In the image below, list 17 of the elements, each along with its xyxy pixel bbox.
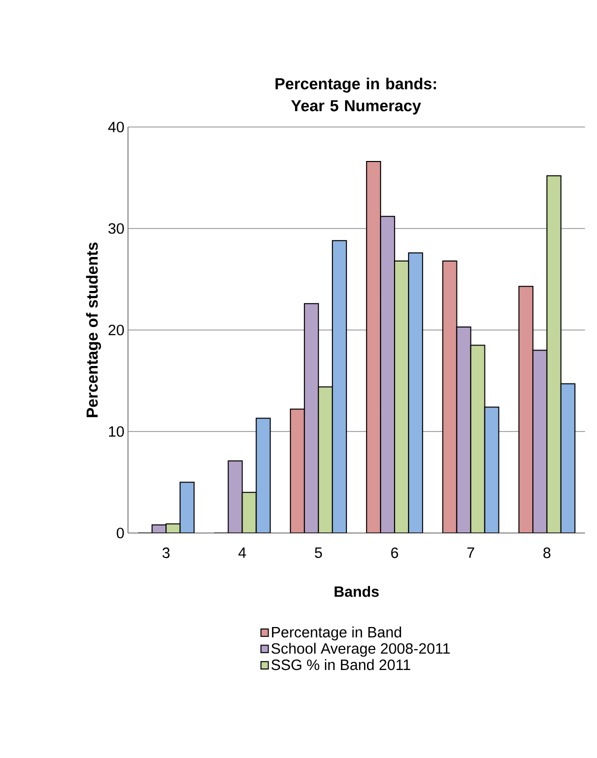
x-axis-title: Bands	[334, 586, 379, 597]
legend-label: Percentage in Band	[272, 626, 402, 640]
x-tick-label: 6	[391, 548, 398, 558]
x-tick-label: 5	[314, 548, 322, 558]
x-tick-label: 4	[238, 548, 246, 558]
x-tick-label: 3	[162, 548, 170, 558]
y-tick-label: 40	[108, 122, 124, 132]
x-tick-label: 8	[543, 548, 550, 558]
y-tick-label: 20	[108, 324, 124, 336]
y-tick-label: 10	[109, 426, 124, 437]
x-tick-label: 7	[467, 548, 474, 558]
chart-title: Percentage in bands: Year 5 Numeracy	[276, 78, 436, 114]
y-tick-label: 0	[116, 528, 124, 538]
y-axis-title: Percentage of students	[86, 242, 102, 418]
legend-label: SSG % in Band 2011	[271, 659, 410, 670]
y-tick-label: 30	[108, 223, 124, 234]
legend-label: School Average 2008-2011	[271, 642, 450, 657]
